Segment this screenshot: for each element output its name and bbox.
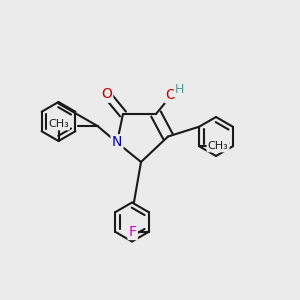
Text: CH₃: CH₃ — [208, 141, 228, 151]
Text: O: O — [166, 88, 176, 102]
Text: CH₃: CH₃ — [48, 119, 69, 129]
Text: H: H — [175, 83, 184, 96]
Text: F: F — [129, 225, 137, 239]
Text: N: N — [112, 136, 122, 149]
Text: O: O — [101, 88, 112, 101]
